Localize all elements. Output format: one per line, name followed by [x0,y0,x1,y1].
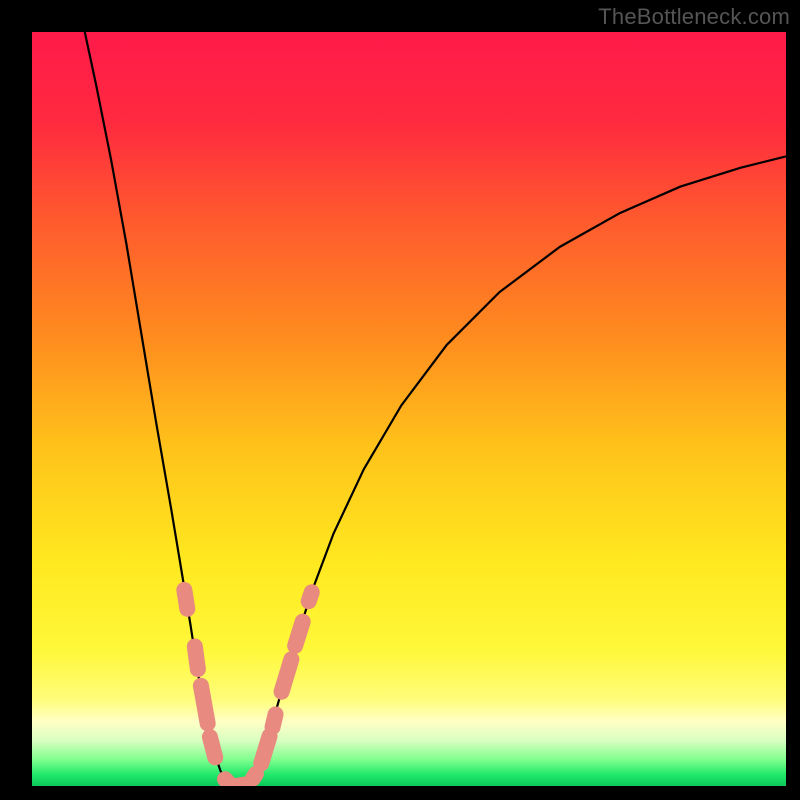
chart-container: TheBottleneck.com [0,0,800,800]
gradient-background [32,32,786,786]
watermark-text: TheBottleneck.com [598,4,790,30]
plot-area [32,32,786,786]
